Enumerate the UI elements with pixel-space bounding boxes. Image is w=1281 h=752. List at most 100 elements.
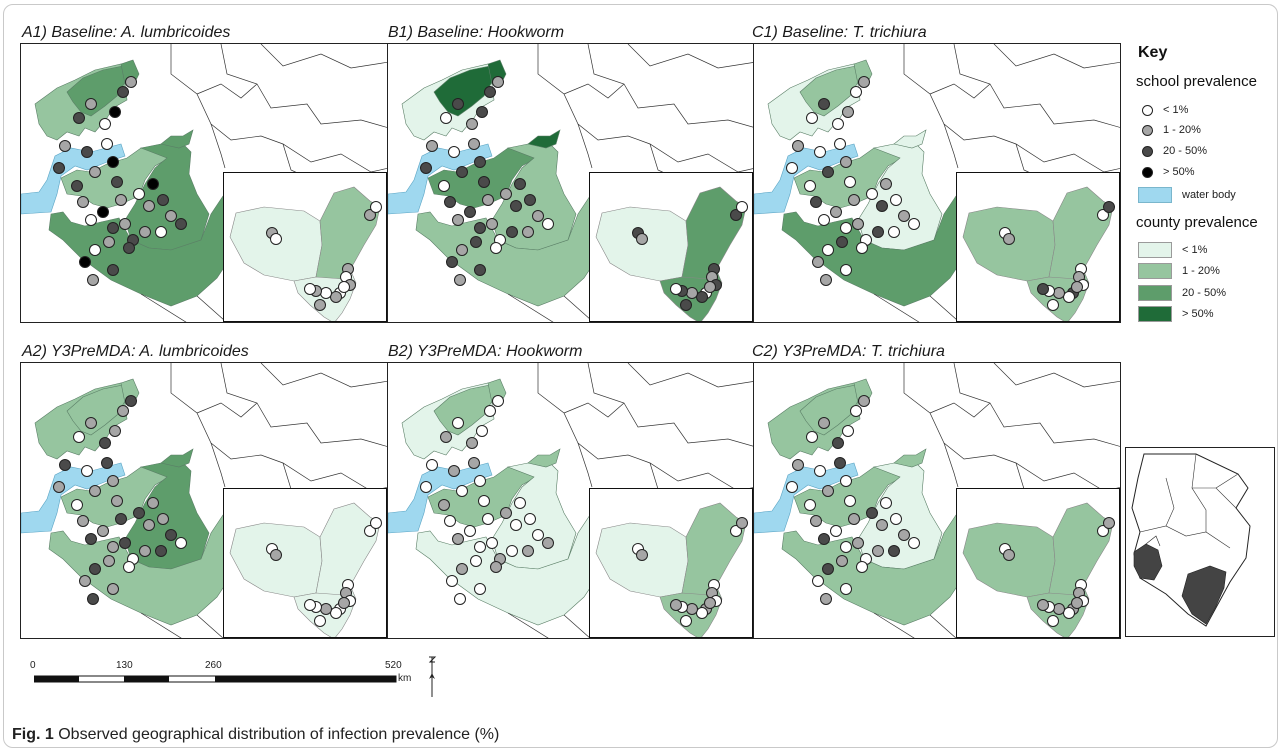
school-marker bbox=[484, 86, 496, 98]
school-marker bbox=[444, 515, 456, 527]
school-marker bbox=[866, 188, 878, 200]
school-marker bbox=[510, 519, 522, 531]
school-marker bbox=[474, 156, 486, 168]
school-marker bbox=[85, 214, 97, 226]
school-marker bbox=[270, 549, 282, 561]
coast-inset-map bbox=[956, 172, 1120, 322]
school-marker bbox=[858, 395, 870, 407]
school-marker bbox=[1103, 517, 1115, 529]
school-marker bbox=[370, 517, 382, 529]
school-marker bbox=[107, 222, 119, 234]
school-marker bbox=[115, 513, 127, 525]
school-marker bbox=[522, 545, 534, 557]
key-label: > 50% bbox=[1182, 308, 1214, 320]
school-marker bbox=[107, 541, 119, 553]
school-marker bbox=[338, 597, 350, 609]
key-label: < 1% bbox=[1163, 104, 1189, 116]
school-marker bbox=[107, 583, 119, 595]
school-marker bbox=[506, 545, 518, 557]
school-marker bbox=[482, 513, 494, 525]
school-marker bbox=[125, 76, 137, 88]
school-marker bbox=[89, 166, 101, 178]
school-marker bbox=[426, 459, 438, 471]
school-marker bbox=[53, 481, 65, 493]
school-marker bbox=[486, 218, 498, 230]
school-marker bbox=[77, 515, 89, 527]
school-marker bbox=[822, 166, 834, 178]
school-marker bbox=[330, 607, 342, 619]
school-marker bbox=[133, 507, 145, 519]
school-marker bbox=[438, 180, 450, 192]
county-north bbox=[66, 384, 126, 436]
school-marker bbox=[856, 242, 868, 254]
panel-title-b1: B1) Baseline: Hookworm bbox=[388, 24, 565, 41]
school-marker bbox=[466, 118, 478, 130]
coast-inset-map bbox=[589, 172, 753, 322]
school-marker bbox=[858, 76, 870, 88]
school-marker bbox=[464, 525, 476, 537]
school-marker bbox=[736, 201, 748, 213]
key-label: 20 - 50% bbox=[1163, 145, 1208, 157]
school-marker bbox=[842, 106, 854, 118]
school-marker bbox=[696, 291, 708, 303]
coast-inset-map bbox=[956, 488, 1120, 638]
map-svg bbox=[388, 44, 753, 322]
key-school-1-20: 1 - 20% bbox=[1138, 121, 1201, 139]
map-panel-b2 bbox=[387, 362, 754, 639]
school-marker bbox=[125, 395, 137, 407]
key-school-lt1: < 1% bbox=[1138, 101, 1188, 119]
school-marker bbox=[486, 537, 498, 549]
school-marker bbox=[81, 465, 93, 477]
school-marker bbox=[123, 561, 135, 573]
school-marker bbox=[452, 98, 464, 110]
school-marker bbox=[542, 537, 554, 549]
school-marker bbox=[73, 431, 85, 443]
panel-title-a2: A2) Y3PreMDA: A. lumbricoides bbox=[22, 343, 249, 360]
school-dot-icon bbox=[1142, 104, 1153, 116]
school-marker bbox=[636, 549, 648, 561]
scale-tick-0: 0 bbox=[30, 660, 36, 671]
key-water-body: water body bbox=[1138, 186, 1236, 204]
map-panel-c1 bbox=[753, 43, 1121, 323]
school-marker bbox=[840, 264, 852, 276]
county-boundary bbox=[537, 363, 753, 492]
school-marker bbox=[474, 475, 486, 487]
school-marker bbox=[822, 244, 834, 256]
school-marker bbox=[165, 210, 177, 222]
school-marker bbox=[85, 417, 97, 429]
school-marker bbox=[792, 140, 804, 152]
county-boundary bbox=[537, 44, 753, 173]
map-svg bbox=[21, 363, 387, 638]
map-svg bbox=[388, 363, 753, 638]
school-marker bbox=[456, 485, 468, 497]
school-marker bbox=[115, 194, 127, 206]
school-marker bbox=[304, 599, 316, 611]
school-marker bbox=[109, 425, 121, 437]
key-county-lt1: < 1% bbox=[1138, 241, 1207, 259]
school-dot-icon bbox=[1142, 124, 1153, 136]
school-marker bbox=[810, 196, 822, 208]
school-marker bbox=[85, 98, 97, 110]
school-marker bbox=[474, 583, 486, 595]
map-panel-b1 bbox=[387, 43, 754, 323]
key-school-20-50: 20 - 50% bbox=[1138, 142, 1207, 160]
county-east bbox=[527, 448, 561, 468]
school-marker bbox=[59, 140, 71, 152]
school-marker bbox=[670, 283, 682, 295]
school-marker bbox=[792, 459, 804, 471]
school-marker bbox=[79, 256, 91, 268]
scale-bar bbox=[34, 675, 397, 683]
school-marker bbox=[834, 138, 846, 150]
school-marker bbox=[87, 593, 99, 605]
school-marker bbox=[478, 495, 490, 507]
school-marker bbox=[111, 495, 123, 507]
school-marker bbox=[155, 226, 167, 238]
school-marker bbox=[888, 545, 900, 557]
school-marker bbox=[844, 495, 856, 507]
school-marker bbox=[440, 112, 452, 124]
kenya-overview-map bbox=[1125, 447, 1275, 637]
school-marker bbox=[876, 519, 888, 531]
county-swatch-icon bbox=[1138, 285, 1172, 301]
county-east bbox=[160, 448, 194, 468]
county-prevalence-heading: county prevalence bbox=[1136, 214, 1258, 231]
